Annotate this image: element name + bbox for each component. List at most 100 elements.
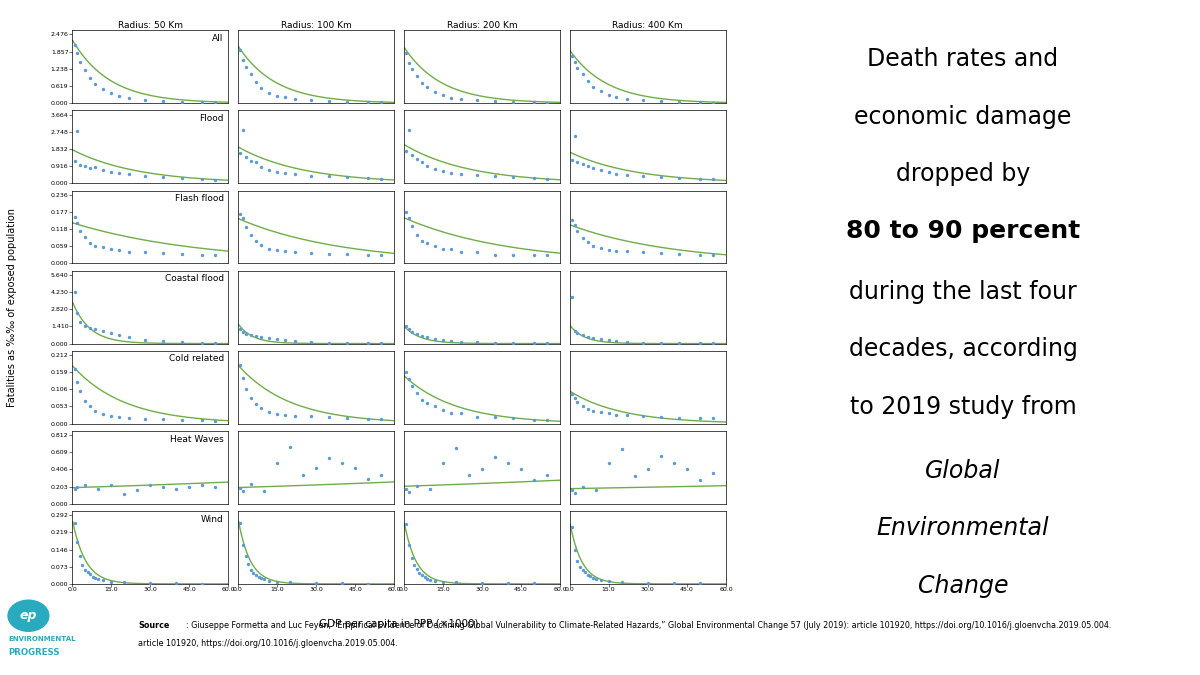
Point <box>433 90 452 101</box>
Point <box>154 481 173 492</box>
Point <box>71 56 90 67</box>
Point <box>268 167 287 178</box>
Point <box>246 235 265 246</box>
Point <box>167 578 186 589</box>
Point <box>193 249 212 260</box>
Point <box>89 483 108 494</box>
Point <box>94 242 113 253</box>
Text: ep: ep <box>19 610 37 622</box>
Point <box>413 331 432 342</box>
Point <box>572 232 592 243</box>
Point <box>451 408 470 418</box>
Point <box>599 576 618 587</box>
Point <box>460 469 479 480</box>
Point <box>599 335 618 346</box>
Point <box>665 457 684 468</box>
Point <box>275 409 294 420</box>
Point <box>617 337 636 348</box>
Point <box>337 338 356 348</box>
Point <box>337 172 356 183</box>
Point <box>236 551 256 562</box>
Point <box>599 90 618 101</box>
Point <box>433 165 452 176</box>
Point <box>230 482 250 493</box>
Point <box>638 577 658 588</box>
Point <box>413 157 432 167</box>
Point <box>78 567 97 578</box>
Point <box>301 170 320 181</box>
Point <box>301 337 320 348</box>
Text: 80 to 90 percent: 80 to 90 percent <box>846 219 1080 244</box>
Point <box>504 413 523 424</box>
Point <box>120 332 139 343</box>
Point <box>246 77 265 88</box>
Point <box>67 48 86 59</box>
Point <box>359 250 378 261</box>
Point <box>241 564 260 575</box>
Point <box>67 376 86 387</box>
Point <box>576 567 595 578</box>
Point <box>259 164 278 175</box>
Point <box>485 250 504 261</box>
Point <box>234 55 253 65</box>
Point <box>407 329 426 340</box>
Point <box>578 76 598 86</box>
Point <box>485 411 504 422</box>
Point <box>400 324 419 335</box>
Point <box>172 248 191 259</box>
Text: decades, according: decades, according <box>848 338 1078 362</box>
Text: article 101920, https://doi.org/10.1016/j.gloenvcha.2019.05.004.: article 101920, https://doi.org/10.1016/… <box>138 639 397 648</box>
Point <box>109 167 128 178</box>
Point <box>372 250 391 261</box>
Point <box>372 469 391 480</box>
Point <box>102 244 121 254</box>
Point <box>402 327 421 338</box>
Point <box>136 95 155 105</box>
Point <box>617 246 636 256</box>
Point <box>65 155 84 166</box>
Point <box>504 250 523 261</box>
Point <box>286 94 305 105</box>
Point <box>206 338 226 349</box>
Text: during the last four: during the last four <box>850 280 1076 304</box>
Point <box>337 249 356 260</box>
Point <box>703 468 722 479</box>
Point <box>67 308 86 319</box>
Point <box>568 157 587 167</box>
Point <box>592 242 611 253</box>
Point <box>172 96 191 107</box>
Point <box>246 570 265 580</box>
Point <box>230 360 250 371</box>
Point <box>230 45 250 56</box>
Point <box>442 335 461 346</box>
Point <box>234 327 253 338</box>
Point <box>252 161 271 172</box>
Text: ENVIRONMENTAL: ENVIRONMENTAL <box>8 636 76 642</box>
Point <box>563 51 582 61</box>
Point <box>275 335 294 346</box>
Point <box>652 411 671 422</box>
Point <box>136 335 155 346</box>
Point <box>275 92 294 103</box>
Point <box>433 458 452 468</box>
Point <box>599 457 618 468</box>
Point <box>617 169 636 180</box>
Point <box>592 574 611 585</box>
Point <box>268 334 287 345</box>
Point <box>172 172 191 183</box>
Point <box>76 161 95 172</box>
Point <box>71 159 90 170</box>
Point <box>136 247 155 258</box>
Point <box>337 413 356 424</box>
Text: Source: Source <box>138 621 169 630</box>
Point <box>359 97 378 107</box>
Point <box>563 485 582 495</box>
Point <box>524 415 544 426</box>
Point <box>652 96 671 107</box>
Point <box>230 324 250 335</box>
Point <box>638 464 658 475</box>
Point <box>442 244 461 254</box>
Point <box>583 406 602 416</box>
Point <box>259 333 278 344</box>
Point <box>193 415 212 426</box>
